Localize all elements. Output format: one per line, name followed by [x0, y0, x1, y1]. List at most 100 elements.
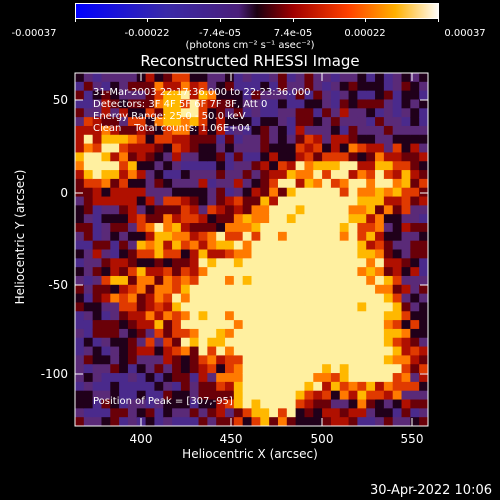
heatmap-cell	[401, 267, 411, 277]
heatmap-cell	[269, 337, 279, 348]
heatmap-cell	[410, 364, 420, 374]
heatmap-cell	[198, 205, 208, 215]
heatmap-cell	[286, 390, 297, 401]
colorbar	[75, 3, 439, 19]
heatmap-cell	[313, 125, 323, 136]
heatmap-cell	[172, 275, 182, 286]
heatmap-cell	[163, 90, 173, 101]
heatmap-cell	[198, 381, 208, 392]
heatmap-cell	[83, 81, 94, 92]
heatmap-cell	[419, 152, 428, 162]
heatmap-cell	[233, 196, 244, 206]
heatmap-cell	[207, 205, 217, 215]
heatmap-cell	[357, 134, 367, 145]
heatmap-cell	[330, 240, 341, 251]
heatmap-cell	[145, 346, 156, 356]
heatmap-cell	[101, 408, 111, 418]
heatmap-cell	[366, 90, 376, 101]
heatmap-cell	[92, 73, 103, 83]
heatmap-cell	[180, 267, 191, 277]
heatmap-cell	[251, 108, 261, 118]
heatmap-cell	[110, 152, 120, 162]
heatmap-cell	[286, 293, 297, 304]
heatmap-cell	[251, 90, 261, 101]
heatmap-cell	[269, 284, 279, 295]
heatmap-cell	[251, 170, 261, 180]
heatmap-cell	[92, 196, 103, 206]
heatmap-cell	[410, 311, 420, 321]
heatmap-cell	[163, 99, 173, 109]
heatmap-cell	[189, 108, 200, 118]
heatmap-cell	[101, 381, 111, 392]
heatmap-cell	[127, 214, 138, 224]
heatmap-cell	[75, 152, 85, 162]
heatmap-cell	[127, 258, 138, 268]
heatmap-cell	[127, 275, 138, 286]
heatmap-cell	[233, 178, 244, 189]
heatmap-cell	[410, 143, 420, 154]
heatmap-cell	[92, 240, 103, 251]
heatmap-cell	[233, 161, 244, 171]
heatmap-cell	[383, 320, 394, 330]
heatmap-cell	[172, 249, 182, 259]
heatmap-cell	[127, 117, 138, 127]
heatmap-cell	[119, 302, 129, 312]
heatmap-cell	[392, 258, 403, 268]
heatmap-cell	[136, 90, 147, 101]
heatmap-cell	[101, 108, 111, 118]
heatmap-cell	[83, 117, 94, 127]
heatmap-cell	[269, 205, 279, 215]
heatmap-cell	[92, 178, 103, 189]
heatmap-cell	[286, 399, 297, 409]
heatmap-cell	[145, 81, 156, 92]
heatmap-cell	[242, 302, 253, 312]
heatmap-cell	[127, 381, 138, 392]
heatmap-cell	[295, 99, 306, 109]
heatmap-cell	[172, 373, 182, 383]
heatmap-cell	[172, 399, 182, 409]
heatmap-cell	[233, 223, 244, 233]
heatmap-cell	[269, 187, 279, 198]
heatmap-cell	[348, 399, 358, 409]
heatmap-cell	[172, 152, 182, 162]
heatmap-cell	[119, 152, 129, 162]
heatmap-cell	[119, 408, 129, 418]
heatmap-cell	[198, 231, 208, 242]
heatmap-cell	[207, 90, 217, 101]
heatmap-cell	[233, 399, 244, 409]
heatmap-cell	[83, 223, 94, 233]
heatmap-cell	[313, 337, 323, 348]
heatmap-cell	[163, 408, 173, 418]
heatmap-cell	[348, 99, 358, 109]
heatmap-cell	[348, 240, 358, 251]
heatmap-cell	[295, 364, 306, 374]
heatmap-cell	[392, 134, 403, 145]
heatmap-cell	[330, 231, 341, 242]
heatmap-cell	[198, 258, 208, 268]
heatmap-cell	[295, 381, 306, 392]
heatmap-cell	[339, 293, 350, 304]
heatmap-cell	[348, 381, 358, 392]
heatmap-cell	[233, 134, 244, 145]
heatmap-cell	[242, 417, 253, 426]
heatmap-cell	[180, 223, 191, 233]
heatmap-cell	[119, 117, 129, 127]
heatmap-cell	[304, 373, 314, 383]
heatmap-cell	[136, 364, 147, 374]
heatmap-cell	[313, 320, 323, 330]
heatmap-cell	[260, 267, 270, 277]
heatmap-cell	[286, 337, 297, 348]
heatmap-cell	[348, 364, 358, 374]
heatmap-cell	[83, 408, 94, 418]
heatmap-cell	[242, 355, 253, 365]
heatmap-cell	[392, 328, 403, 339]
heatmap-cell	[357, 108, 367, 118]
heatmap-cell	[304, 143, 314, 154]
x-axis-label: Heliocentric X (arcsec)	[182, 447, 318, 461]
heatmap-cell	[251, 364, 261, 374]
heatmap-cell	[392, 320, 403, 330]
heatmap-cell	[260, 143, 270, 154]
heatmap-cell	[198, 152, 208, 162]
heatmap-cell	[419, 196, 428, 206]
heatmap-cell	[348, 293, 358, 304]
